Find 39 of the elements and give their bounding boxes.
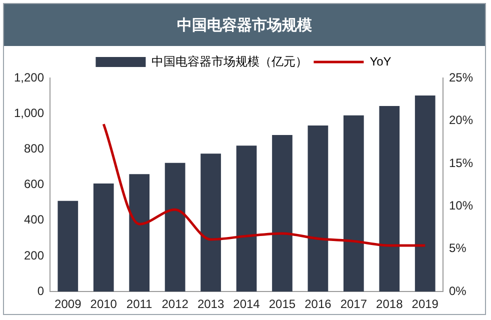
- bar: [414, 95, 436, 292]
- y-tick-label: 1,000: [14, 106, 44, 120]
- y2-tick-label: 15%: [448, 156, 474, 170]
- line-series: [102, 122, 426, 247]
- x-tick-label: 2011: [126, 297, 153, 312]
- bar: [58, 200, 78, 292]
- y-tick-label: 600: [24, 177, 44, 192]
- y-tick-label: 200: [24, 248, 44, 262]
- bar: [379, 106, 400, 292]
- y2-tick-label: 25%: [448, 70, 474, 84]
- bar: [236, 146, 257, 292]
- x-tick-label: 2018: [376, 297, 404, 312]
- x-tick-label: 2013: [197, 297, 224, 312]
- legend-label: YoY: [370, 54, 392, 68]
- y-tick-label: 1,200: [14, 70, 44, 84]
- x-tick-label: 2017: [340, 297, 368, 312]
- x-tick-label: 2010: [90, 297, 118, 312]
- y2-tick-label: 10%: [448, 198, 474, 212]
- bar: [308, 126, 328, 292]
- chart-title: 中国电容器市场规模: [4, 4, 485, 46]
- y2-tick-label: 5%: [448, 241, 467, 256]
- bar: [129, 174, 150, 292]
- y2-tick-label: 20%: [448, 113, 474, 128]
- y-tick-label: 400: [24, 212, 44, 227]
- legend-label: 中国电容器市场规模（亿元）: [152, 54, 308, 68]
- y2-tick-label: 0%: [448, 284, 467, 298]
- y-tick-label: 800: [24, 142, 44, 156]
- y-tick-label: 0: [37, 284, 44, 298]
- x-tick-label: 2009: [54, 297, 82, 312]
- bar: [343, 115, 364, 292]
- x-tick-label: 2014: [233, 297, 260, 312]
- bar: [164, 162, 186, 292]
- x-tick-label: 2012: [162, 297, 189, 312]
- bar: [93, 184, 114, 292]
- x-tick-label: 2016: [304, 297, 332, 312]
- bar: [272, 134, 292, 292]
- x-tick-label: 2019: [412, 297, 439, 312]
- bar: [200, 154, 221, 292]
- x-tick-label: 2015: [268, 297, 296, 312]
